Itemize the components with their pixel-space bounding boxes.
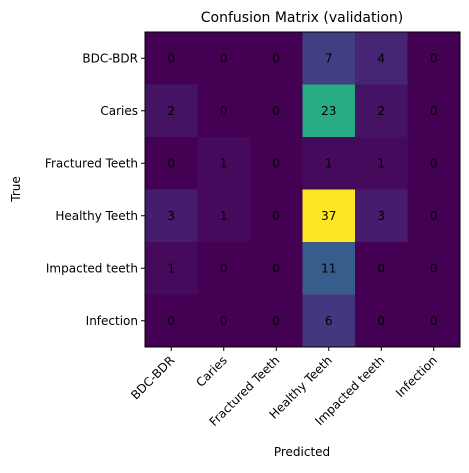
heatmap-cell — [197, 84, 251, 138]
heatmap-cell — [355, 242, 408, 295]
heatmap-cell — [145, 32, 198, 85]
heatmap-cell — [302, 84, 356, 138]
cell-value-label: 0 — [220, 104, 228, 118]
cell-value-label: 37 — [321, 209, 336, 223]
heatmap-cell — [302, 32, 356, 85]
heatmap-cell — [197, 137, 251, 190]
heatmap-cell — [197, 189, 251, 243]
cell-value-label: 3 — [167, 209, 175, 223]
heatmap-cell — [302, 137, 356, 190]
cell-value-label: 0 — [272, 156, 280, 170]
x-tick-label: Infection — [393, 353, 440, 400]
y-axis-label: True — [9, 176, 23, 203]
cell-value-label: 0 — [167, 314, 175, 328]
y-tick-label: Infection — [86, 314, 138, 328]
cell-value-label: 0 — [167, 51, 175, 65]
heatmap-cell — [145, 189, 198, 243]
heatmap-cell — [302, 294, 356, 348]
heatmap-cell — [407, 242, 461, 295]
cell-value-label: 0 — [430, 314, 438, 328]
cell-value-label: 1 — [377, 156, 385, 170]
heatmap-cell — [355, 294, 408, 348]
heatmap-cell — [407, 189, 461, 243]
plot-frame — [144, 31, 461, 348]
heatmap-cell — [145, 84, 198, 138]
heatmap-cell — [145, 137, 198, 190]
y-tick-label: Impacted teeth — [46, 261, 138, 275]
heatmap-cell — [407, 294, 461, 348]
cell-value-label: 0 — [167, 156, 175, 170]
x-tick-label: Caries — [193, 353, 230, 390]
heatmap-cell — [250, 84, 303, 138]
cell-value-label: 0 — [272, 209, 280, 223]
x-tick-label: BDC-BDR — [128, 353, 177, 402]
cell-value-label: 2 — [167, 104, 175, 118]
cell-value-label: 1 — [220, 156, 228, 170]
cell-value-label: 4 — [377, 51, 385, 65]
cell-value-label: 0 — [430, 209, 438, 223]
cell-value-label: 0 — [430, 51, 438, 65]
cell-value-label: 0 — [430, 156, 438, 170]
heatmap-cell — [197, 32, 251, 85]
heatmap-cell — [302, 189, 356, 243]
y-axis: BDC-BDR Caries Fractured Teeth Healthy Teet… — [45, 51, 145, 328]
cell-value-label: 0 — [430, 104, 438, 118]
heatmap-cell — [355, 189, 408, 243]
cell-value-label: 0 — [272, 314, 280, 328]
cell-value-label: 0 — [430, 261, 438, 275]
heatmap-cell — [302, 242, 356, 295]
cell-value-label: 7 — [325, 51, 333, 65]
heatmap-cell — [355, 137, 408, 190]
cell-value-label: 0 — [220, 314, 228, 328]
heatmap-cells — [145, 32, 461, 348]
heatmap-cell — [250, 189, 303, 243]
heatmap-cell — [355, 84, 408, 138]
cell-value-label: 1 — [167, 261, 175, 275]
cell-value-label: 0 — [377, 314, 385, 328]
heatmap-cell — [407, 32, 461, 85]
heatmap-cell — [145, 242, 198, 295]
heatmap-cell — [145, 294, 198, 348]
cell-value-label: 0 — [220, 51, 228, 65]
cell-value-label: 23 — [321, 104, 336, 118]
heatmap-cell — [250, 294, 303, 348]
heatmap-cell — [407, 84, 461, 138]
heatmap-cell-labels: 0 0 0 7 4 02 0 0 23 2 00 1 0 1 1 03 1 0 37 3 01 0 0 11 0 00 0 0 6 0 0 — [167, 51, 437, 328]
y-tick-label: Healthy Teeth — [55, 209, 138, 223]
x-axis-label: Predicted — [274, 445, 330, 459]
y-tick-label: BDC-BDR — [82, 51, 138, 65]
cell-value-label: 6 — [325, 314, 333, 328]
cell-value-label: 0 — [272, 104, 280, 118]
cell-value-label: 1 — [325, 156, 333, 170]
heatmap-cell — [407, 137, 461, 190]
heatmap-cell — [197, 242, 251, 295]
cell-value-label: 11 — [321, 261, 336, 275]
cell-value-label: 0 — [220, 261, 228, 275]
heatmap-cell — [250, 32, 303, 85]
heatmap-cell — [250, 242, 303, 295]
cell-value-label: 0 — [272, 51, 280, 65]
chart-title: Confusion Matrix (validation) — [201, 10, 403, 26]
heatmap-cell — [197, 294, 251, 348]
cell-value-label: 0 — [377, 261, 385, 275]
cell-value-label: 3 — [377, 209, 385, 223]
heatmap-cell — [250, 137, 303, 190]
y-tick-label: Fractured Teeth — [45, 156, 138, 170]
heatmap-cell — [355, 32, 408, 85]
cell-value-label: 0 — [272, 261, 280, 275]
cell-value-label: 2 — [377, 104, 385, 118]
cell-value-label: 1 — [220, 209, 228, 223]
y-tick-label: Caries — [100, 104, 138, 118]
